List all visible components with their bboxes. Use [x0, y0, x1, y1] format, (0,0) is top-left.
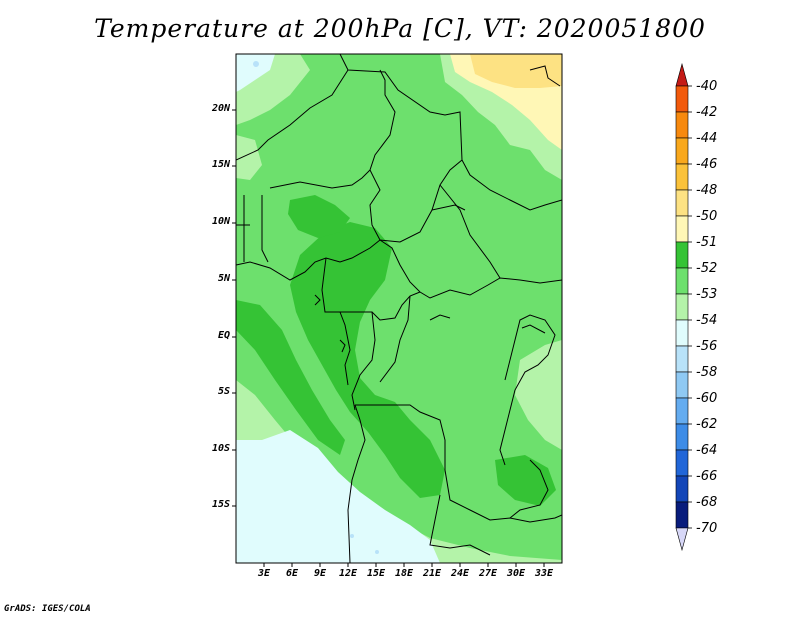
credit-text: GrADS: IGES/COLA: [4, 604, 91, 614]
colorbar-swatch: [675, 111, 689, 139]
colorbar-swatch: [675, 189, 689, 217]
colorbar-label: -44: [696, 131, 718, 146]
colorbar-swatch: [675, 163, 689, 191]
field-dark-green-north: [288, 195, 350, 238]
map-frame: [235, 53, 563, 564]
lat-label: 15N: [211, 159, 230, 170]
field-speck: [350, 534, 354, 538]
colorbar-overflow-bottom: [675, 527, 689, 552]
field-cyan-sw: [236, 430, 440, 563]
field-light-green-w: [236, 135, 262, 180]
colorbar-label: -48: [696, 183, 718, 198]
lon-label: 9E: [313, 568, 327, 579]
lon-label: 18E: [394, 568, 414, 579]
lat-label: 10N: [211, 216, 230, 227]
colorbar-overflow-top: [675, 62, 689, 87]
field-light-green-se: [515, 340, 562, 450]
colorbar-label: -64: [696, 443, 718, 458]
colorbar-swatch: [675, 267, 689, 295]
field-speck: [253, 61, 259, 67]
colorbar-label: -68: [696, 495, 718, 510]
lat-label: EQ: [217, 330, 230, 341]
chart-title: Temperature at 200hPa [C], VT: 202005180…: [94, 14, 706, 43]
lon-label: 24E: [450, 568, 470, 579]
colorbar-swatch: [675, 319, 689, 347]
colorbar-label: -42: [696, 105, 718, 120]
colorbar-label: -46: [696, 157, 718, 172]
colorbar-swatch: [675, 215, 689, 243]
colorbar-swatch: [675, 423, 689, 451]
field-dark-green-west: [236, 300, 345, 455]
colorbar-label: -54: [696, 313, 718, 328]
lat-label: 5N: [217, 273, 230, 284]
colorbar-swatch: [675, 137, 689, 165]
map-field: [236, 54, 562, 563]
field-dark-green-center: [290, 222, 445, 498]
colorbar-label: -66: [696, 469, 718, 484]
colorbar-swatch: [675, 293, 689, 321]
colorbar-swatch: [675, 475, 689, 503]
field-speck: [375, 550, 379, 554]
lon-label: 15E: [366, 568, 386, 579]
lat-label: 10S: [211, 443, 230, 454]
colorbar-label: -52: [696, 261, 718, 276]
colorbar-label: -60: [696, 391, 718, 406]
lon-label: 21E: [422, 568, 442, 579]
colorbar-label: -56: [696, 339, 718, 354]
colorbar-swatch: [675, 345, 689, 373]
colorbar-swatch: [675, 371, 689, 399]
colorbar-swatch: [675, 85, 689, 113]
lat-label: 20N: [211, 103, 230, 114]
colorbar-label: -50: [696, 209, 718, 224]
lon-label: 6E: [285, 568, 299, 579]
lon-label: 27E: [478, 568, 498, 579]
axis-ticks: [232, 109, 545, 567]
lat-label: 15S: [211, 499, 230, 510]
colorbar-label: -58: [696, 365, 718, 380]
colorbar-label: -40: [696, 79, 718, 94]
lon-label: 30E: [506, 568, 526, 579]
field-dark-green-east: [495, 455, 556, 506]
colorbar-label: -53: [696, 287, 718, 302]
colorbar-label: -62: [696, 417, 718, 432]
colorbar-swatch: [675, 501, 689, 529]
colorbar-swatch: [675, 449, 689, 477]
lon-label: 3E: [257, 568, 271, 579]
colorbar-label: -70: [696, 521, 718, 536]
colorbar-swatch: [675, 397, 689, 425]
lat-label: 5S: [217, 386, 230, 397]
colorbar-label: -51: [696, 235, 718, 250]
lon-label: 12E: [338, 568, 358, 579]
field-cyan-nw: [236, 54, 275, 92]
field-warm-cap: [470, 54, 562, 88]
colorbar-swatch: [675, 241, 689, 269]
lon-label: 33E: [534, 568, 554, 579]
country-borders: [236, 54, 562, 563]
colorbar: [675, 62, 692, 552]
